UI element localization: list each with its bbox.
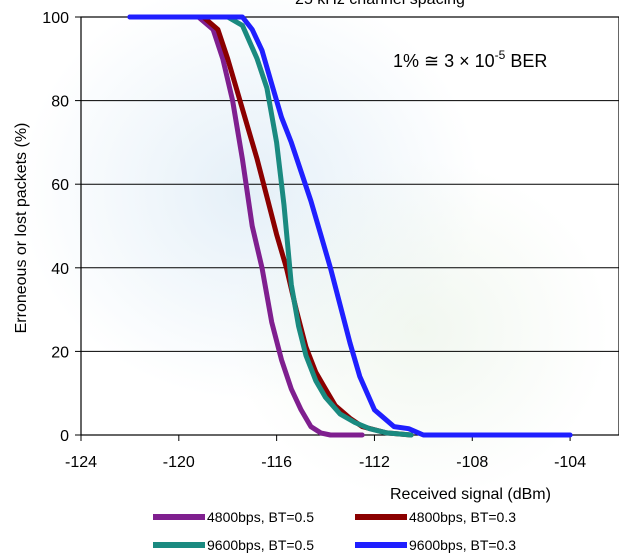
annotation-exponent: -5 [495, 48, 506, 62]
y-axis-title: Erroneous or lost packets (%) [13, 123, 30, 334]
legend-label-1: 4800bps, BT=0.5 [207, 509, 314, 525]
x-tick-label: -120 [163, 454, 195, 471]
legend: 4800bps, BT=0.5 4800bps, BT=0.3 9600bps, B… [153, 509, 516, 553]
y-tick-label: 60 [51, 177, 69, 194]
annotation-prefix: 1% ≅ 3 × 10 [393, 51, 495, 71]
y-tick-label: 80 [51, 94, 69, 111]
x-tick-label: -124 [65, 454, 97, 471]
x-axis-ticks: -124 -120 -116 -112 -108 -104 [65, 435, 586, 471]
y-tick-label: 0 [60, 428, 69, 445]
y-tick-label: 100 [42, 10, 69, 27]
series-line-3 [225, 14, 414, 438]
y-tick-label: 40 [51, 261, 69, 278]
background-decoration [20, 0, 610, 500]
x-tick-label: -108 [456, 454, 488, 471]
series-line-4 [127, 14, 573, 438]
legend-label-4: 9600bps, BT=0.3 [409, 537, 516, 553]
annotation-suffix: BER [505, 51, 547, 71]
y-tick-label: 20 [51, 344, 69, 361]
x-axis-title: Received signal (dBm) [390, 486, 551, 503]
x-tick-label: -104 [554, 454, 586, 471]
legend-label-2: 4800bps, BT=0.3 [409, 509, 516, 525]
chart-title: 25 kHz channel spacing [295, 0, 465, 8]
x-tick-label: -116 [261, 454, 292, 471]
svg-text:1% ≅ 3 × 10-5 BER: 1% ≅ 3 × 10-5 BER [393, 48, 547, 71]
series-lines [127, 14, 573, 438]
ber-annotation: 1% ≅ 3 × 10-5 BER [393, 48, 547, 71]
legend-label-3: 9600bps, BT=0.5 [207, 537, 314, 553]
series-line-1 [127, 14, 365, 438]
y-axis-ticks: 0 20 40 60 80 100 [42, 10, 81, 445]
x-tick-label: -112 [359, 454, 390, 471]
